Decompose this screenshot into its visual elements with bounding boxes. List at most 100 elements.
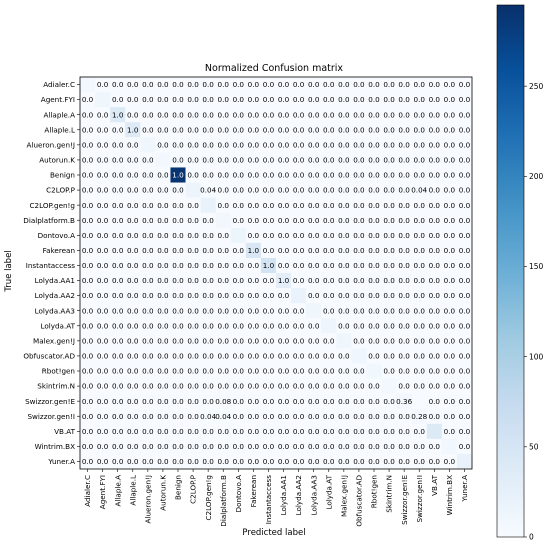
cell-value-label: 0.0 — [414, 427, 426, 436]
cell-value-label: 0.0 — [112, 156, 124, 165]
heatmap-cell — [200, 137, 216, 153]
cell-value-label: 0.0 — [142, 261, 154, 270]
heatmap-cell — [110, 453, 126, 470]
heatmap-cell — [215, 318, 232, 334]
heatmap-cell — [125, 167, 141, 183]
heatmap-cell — [456, 107, 473, 123]
heatmap-cell — [95, 122, 111, 138]
cell-value-label: 0.0 — [444, 231, 456, 240]
cell-value-label: 0.0 — [187, 261, 199, 270]
heatmap-cell — [291, 92, 307, 108]
cell-value-label: 0.0 — [383, 156, 395, 165]
cell-value-label: 0.0 — [444, 80, 456, 89]
cell-value-label: 0.0 — [97, 336, 109, 345]
heatmap-cell — [110, 288, 126, 304]
y-tick-label: Rbot!gen — [42, 367, 75, 376]
cell-value-label: 0.0 — [308, 80, 320, 89]
cell-value-label: 0.0 — [218, 186, 230, 195]
cell-value-label: 0.0 — [218, 110, 230, 119]
heatmap-cell — [366, 318, 382, 334]
heatmap-cell — [230, 453, 247, 470]
cell-value-label: 0.0 — [338, 291, 350, 300]
cell-value-label: 0.0 — [263, 80, 275, 89]
heatmap-cell — [125, 137, 141, 153]
cell-value-label: 0.0 — [248, 156, 260, 165]
x-tick-label: VB.AT — [430, 474, 439, 495]
cell-value-label: 0.0 — [308, 186, 320, 195]
cell-value-label: 0.0 — [293, 246, 305, 255]
cell-value-label: 0.0 — [187, 95, 199, 104]
heatmap-cell — [276, 363, 292, 379]
cell-value-label: 0.0 — [323, 246, 335, 255]
heatmap-cell — [155, 182, 171, 198]
cell-value-label: 0.0 — [444, 216, 456, 225]
cell-value-label: 0.0 — [338, 95, 350, 104]
cell-value-label: 0.0 — [414, 80, 426, 89]
cell-value-label: 0.0 — [157, 125, 169, 134]
heatmap-cell — [110, 408, 126, 425]
cell-value-label: 0.0 — [459, 246, 471, 255]
cell-value-label: 0.0 — [82, 125, 94, 134]
heatmap-cell — [125, 273, 141, 289]
heatmap-cell — [80, 423, 96, 440]
cell-value-label: 0.0 — [142, 95, 154, 104]
cell-value-label: 0.0 — [233, 95, 245, 104]
cell-value-label: 0.0 — [157, 457, 169, 466]
heatmap-cell — [276, 122, 292, 138]
heatmap-cell — [230, 348, 247, 364]
cell-value-label: 0.0 — [202, 246, 214, 255]
cell-value-label: 0.0 — [459, 442, 471, 451]
cell-value-label: 0.0 — [233, 397, 245, 406]
heatmap-cell — [200, 212, 216, 229]
cell-value-label: 0.0 — [308, 201, 320, 210]
cell-value-label: 0.0 — [383, 397, 395, 406]
heatmap-cell — [140, 77, 156, 93]
heatmap-cell — [185, 257, 201, 274]
cell-value-label: 0.0 — [187, 291, 199, 300]
cell-value-label: 0.0 — [82, 261, 94, 270]
heatmap-cell — [170, 182, 186, 198]
heatmap-cell — [276, 408, 292, 425]
cell-value-label: 0.0 — [248, 80, 260, 89]
heatmap-cell — [155, 242, 171, 259]
heatmap-cell — [155, 348, 171, 364]
cell-value-label: 0.0 — [383, 216, 395, 225]
heatmap-cell — [200, 227, 216, 244]
heatmap-cell — [426, 438, 443, 455]
cell-value-label: 0.0 — [293, 140, 305, 149]
cell-value-label: 0.0 — [383, 442, 395, 451]
heatmap-cell — [321, 197, 337, 213]
heatmap-cell — [321, 288, 337, 304]
heatmap-cell — [170, 333, 186, 349]
cell-value-label: 0.0 — [308, 156, 320, 165]
cell-value-label: 0.0 — [353, 246, 365, 255]
heatmap-cell — [426, 288, 443, 304]
heatmap-cell — [366, 438, 382, 455]
heatmap-cell — [351, 257, 367, 274]
heatmap-cell — [215, 167, 232, 183]
heatmap-cell — [381, 77, 397, 93]
x-tick-label: Lolyda.AA2 — [294, 475, 303, 515]
heatmap-cell — [200, 182, 216, 198]
cell-value-label: 0.0 — [233, 412, 245, 421]
heatmap-cell — [381, 303, 397, 319]
heatmap-cell — [381, 363, 397, 379]
cell-value-label: 0.0 — [127, 186, 139, 195]
cell-value-label: 0.0 — [353, 276, 365, 285]
heatmap-cell — [276, 242, 292, 259]
heatmap-cell — [426, 107, 443, 123]
heatmap-cell — [125, 333, 141, 349]
cell-value-label: 0.0 — [233, 156, 245, 165]
heatmap-cell — [215, 197, 232, 213]
heatmap-cell — [351, 378, 367, 394]
heatmap-cell — [260, 378, 277, 394]
heatmap-cell — [110, 77, 126, 93]
heatmap-cell — [306, 152, 322, 168]
cell-value-label: 0.0 — [127, 110, 139, 119]
cell-value-label: 0.0 — [293, 336, 305, 345]
heatmap-cell — [411, 378, 428, 394]
heatmap-cell — [200, 92, 216, 108]
heatmap-cell — [441, 438, 458, 455]
cell-value-label: 0.0 — [444, 201, 456, 210]
cell-value-label: 0.0 — [218, 261, 230, 270]
